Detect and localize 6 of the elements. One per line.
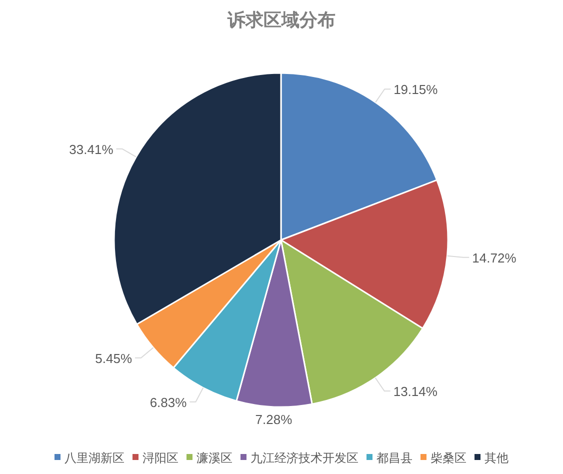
title: 诉求区域分布 [228,10,336,31]
legend-label: 濂溪区 [196,451,232,465]
legend-label: 柴桑区 [430,451,466,465]
legend-label: 其他 [484,451,508,465]
legend-label: 浔阳区 [142,451,178,465]
legend-label: 都昌县 [376,451,412,465]
